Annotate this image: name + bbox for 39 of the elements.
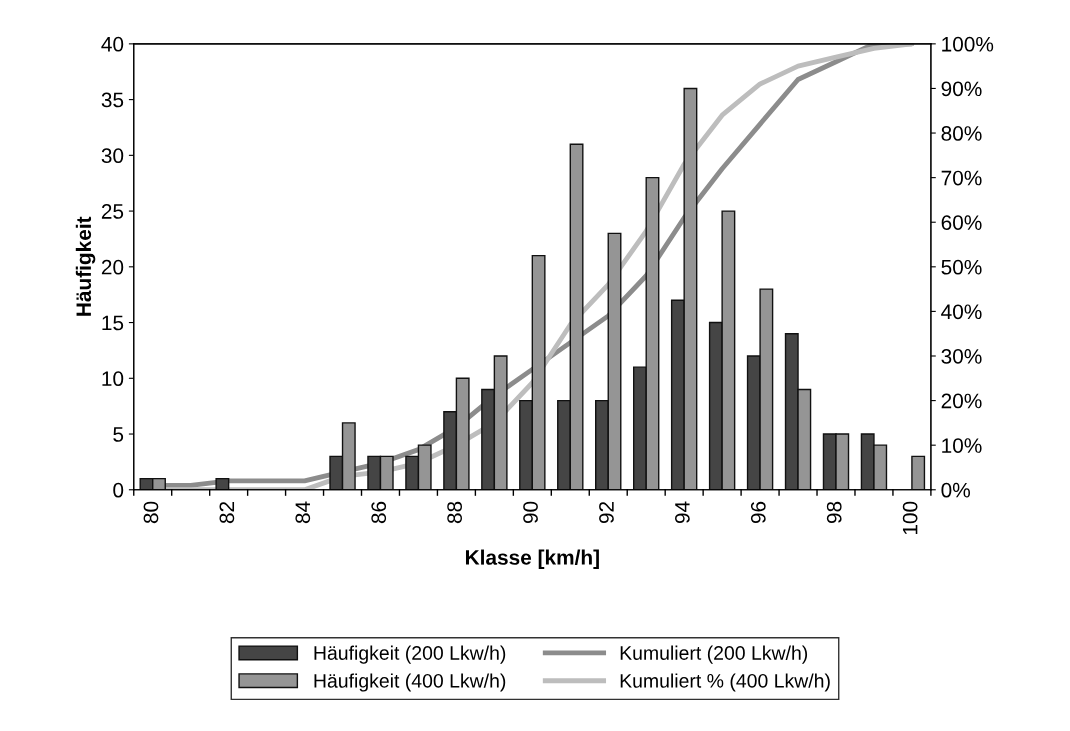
x-tick-label: 96 <box>750 501 766 524</box>
y-tick-label: 10 <box>102 371 124 387</box>
y-tick-label: 30 <box>101 148 124 164</box>
y-tick-label: 0 <box>113 482 124 498</box>
x-tick-label: 82 <box>219 501 235 524</box>
y2-tick-label: 40% <box>941 304 982 320</box>
y-tick-label: 15 <box>102 315 124 331</box>
x-tick-label: 80 <box>143 501 159 524</box>
x-tick-label: 94 <box>675 501 690 524</box>
x-tick-label: 98 <box>826 501 842 524</box>
y2-tick-label: 60% <box>941 215 982 230</box>
y2-tick-label: 50% <box>941 259 982 275</box>
legend-label: Häufigkeit (400 Lkw/h) <box>314 673 506 692</box>
x-tick-label: 84 <box>295 501 311 524</box>
y-tick-label: 25 <box>101 204 124 219</box>
bar <box>911 455 926 490</box>
legend-label: Kumuliert (200 Lkw/h) <box>620 645 808 664</box>
y2-tick-label: 90% <box>941 81 982 97</box>
y2-tick-label: 0% <box>941 482 970 498</box>
y-axis-title: Häufigkeit <box>75 216 96 316</box>
x-tick-label: 100 <box>902 501 918 535</box>
x-axis-title: Klasse [km/h] <box>465 549 599 569</box>
y2-tick-label: 10% <box>942 438 982 453</box>
bar <box>215 477 230 490</box>
y2-tick-label: 20% <box>941 393 982 409</box>
y-tick-label: 20 <box>101 259 124 275</box>
legend-label: Kumuliert % (400 Lkw/h) <box>620 673 830 692</box>
y2-tick-label: 100% <box>942 36 994 52</box>
x-tick-label: 92 <box>599 501 614 524</box>
x-tick-label: 88 <box>447 501 462 524</box>
legend-label: Häufigkeit (200 Lkw/h) <box>314 645 506 664</box>
y2-tick-label: 70% <box>941 170 982 186</box>
y-tick-label: 40 <box>101 36 124 52</box>
y-tick-label: 35 <box>101 92 124 108</box>
x-tick-label: 86 <box>371 501 387 524</box>
x-tick-label: 90 <box>523 501 538 524</box>
y2-tick-label: 80% <box>941 126 982 141</box>
y-tick-label: 5 <box>113 427 124 442</box>
y2-tick-label: 30% <box>941 349 982 364</box>
